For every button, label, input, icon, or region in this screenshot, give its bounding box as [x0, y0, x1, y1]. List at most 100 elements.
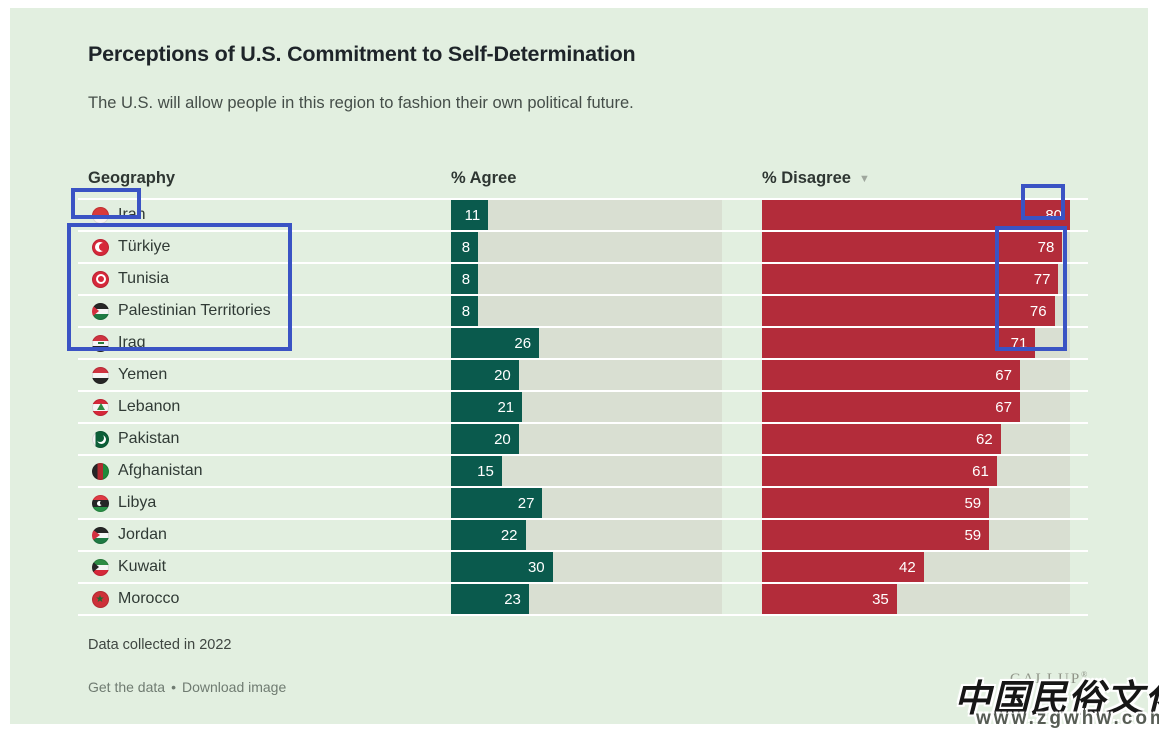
column-header-geography[interactable]: Geography: [88, 169, 176, 187]
disagree-bar[interactable]: 42: [762, 552, 924, 582]
disagree-bar[interactable]: 67: [762, 360, 1020, 390]
geography-cell: Afghanistan: [78, 462, 451, 480]
disagree-bar[interactable]: 78: [762, 232, 1063, 262]
agree-bar[interactable]: 21: [451, 392, 523, 422]
geography-cell: Iraq: [78, 334, 451, 352]
disagree-value: 80: [1045, 206, 1062, 224]
disagree-bar[interactable]: 35: [762, 584, 897, 614]
agree-track: 26: [451, 328, 722, 358]
disagree-cell: 42: [762, 552, 1070, 582]
disagree-cell: 61: [762, 456, 1070, 486]
flag-iraq-icon: [92, 334, 109, 352]
country-label: Pakistan: [118, 430, 180, 447]
agree-bar[interactable]: 15: [451, 456, 502, 486]
disagree-track: 67: [762, 360, 1070, 390]
watermark-site-url: www.zgwhw.com: [976, 708, 1159, 729]
disagree-bar[interactable]: 59: [762, 488, 990, 518]
agree-cell: 11: [451, 200, 722, 230]
bar-table: Iran 11 80 Türkiye 8 78 Tunisia 8 77 Palestinian …: [78, 198, 1088, 616]
column-gap: [722, 456, 762, 486]
table-row: Lebanon 21 67: [78, 392, 1088, 424]
agree-cell: 20: [451, 360, 722, 390]
disagree-track: 62: [762, 424, 1070, 454]
agree-bar[interactable]: 8: [451, 232, 479, 262]
disagree-cell: 77: [762, 264, 1070, 294]
agree-cell: 27: [451, 488, 722, 518]
disagree-bar[interactable]: 62: [762, 424, 1001, 454]
disagree-bar[interactable]: 67: [762, 392, 1020, 422]
agree-bar[interactable]: 8: [451, 296, 479, 326]
disagree-bar[interactable]: 71: [762, 328, 1036, 358]
column-gap: [722, 552, 762, 582]
disagree-track: 59: [762, 488, 1070, 518]
agree-value: 20: [494, 430, 511, 448]
disagree-track: 67: [762, 392, 1070, 422]
agree-track: 22: [451, 520, 722, 550]
agree-bar[interactable]: 23: [451, 584, 529, 614]
column-gap: [722, 232, 762, 262]
agree-cell: 8: [451, 296, 722, 326]
watermark-site-name: 中国民俗文化网: [954, 678, 1159, 719]
agree-bar[interactable]: 22: [451, 520, 526, 550]
flag-yemen-icon: [92, 366, 109, 384]
agree-bar[interactable]: 30: [451, 552, 553, 582]
disagree-value: 62: [976, 430, 993, 448]
country-label: Lebanon: [118, 398, 181, 415]
disagree-bar[interactable]: 59: [762, 520, 990, 550]
disagree-cell: 80: [762, 200, 1070, 230]
agree-value: 30: [527, 558, 545, 576]
disagree-cell: 67: [762, 392, 1070, 422]
footer-links: Get the data • Download image: [88, 679, 286, 695]
agree-bar[interactable]: 20: [451, 424, 519, 454]
agree-cell: 8: [451, 264, 722, 294]
agree-bar[interactable]: 8: [451, 264, 479, 294]
disagree-track: 71: [762, 328, 1070, 358]
disagree-cell: 71: [762, 328, 1070, 358]
agree-bar[interactable]: 26: [451, 328, 540, 358]
country-label: Iran: [118, 206, 146, 223]
table-row: Jordan 22 59: [78, 520, 1088, 552]
agree-track: 27: [451, 488, 722, 518]
sort-descending-icon: ▼: [858, 173, 870, 185]
flag-kuwait-icon: [92, 558, 109, 576]
flag-palestine-icon: [92, 302, 109, 320]
flag-pakistan-icon: [92, 430, 109, 448]
agree-bar[interactable]: 20: [451, 360, 519, 390]
column-header-disagree[interactable]: % Disagree ▼: [762, 169, 870, 188]
disagree-cell: 76: [762, 296, 1070, 326]
disagree-bar[interactable]: 61: [762, 456, 997, 486]
get-the-data-link[interactable]: Get the data: [88, 679, 166, 695]
download-image-link[interactable]: Download image: [181, 679, 287, 695]
geography-cell: Iran: [78, 206, 451, 224]
agree-track: 20: [451, 360, 722, 390]
agree-bar[interactable]: 11: [451, 200, 489, 230]
agree-cell: 30: [451, 552, 722, 582]
flag-afghanistan-icon: [92, 462, 109, 480]
agree-value: 8: [461, 270, 471, 288]
disagree-cell: 62: [762, 424, 1070, 454]
disagree-bar[interactable]: 76: [762, 296, 1055, 326]
country-label: Kuwait: [118, 558, 167, 575]
disagree-track: 42: [762, 552, 1070, 582]
country-label: Türkiye: [118, 238, 171, 255]
agree-bar[interactable]: 27: [451, 488, 543, 518]
disagree-value: 59: [964, 494, 982, 512]
chart-title: Perceptions of U.S. Commitment to Self-D…: [88, 42, 636, 66]
geography-cell: Jordan: [78, 526, 451, 544]
column-header-agree[interactable]: % Agree: [451, 169, 517, 187]
disagree-bar[interactable]: 77: [762, 264, 1059, 294]
disagree-track: 77: [762, 264, 1070, 294]
column-gap: [722, 328, 762, 358]
agree-value: 27: [517, 494, 535, 512]
data-collected-note: Data collected in 2022: [88, 637, 232, 653]
disagree-bar[interactable]: 80: [762, 200, 1070, 230]
disagree-value: 77: [1033, 270, 1051, 288]
agree-cell: 21: [451, 392, 722, 422]
agree-track: 8: [451, 296, 722, 326]
table-row: Pakistan 20 62: [78, 424, 1088, 456]
agree-value: 23: [504, 590, 521, 608]
disagree-value: 71: [1010, 334, 1028, 352]
flag-libya-icon: [92, 494, 109, 512]
disagree-value: 42: [899, 558, 916, 576]
agree-track: 23: [451, 584, 722, 614]
